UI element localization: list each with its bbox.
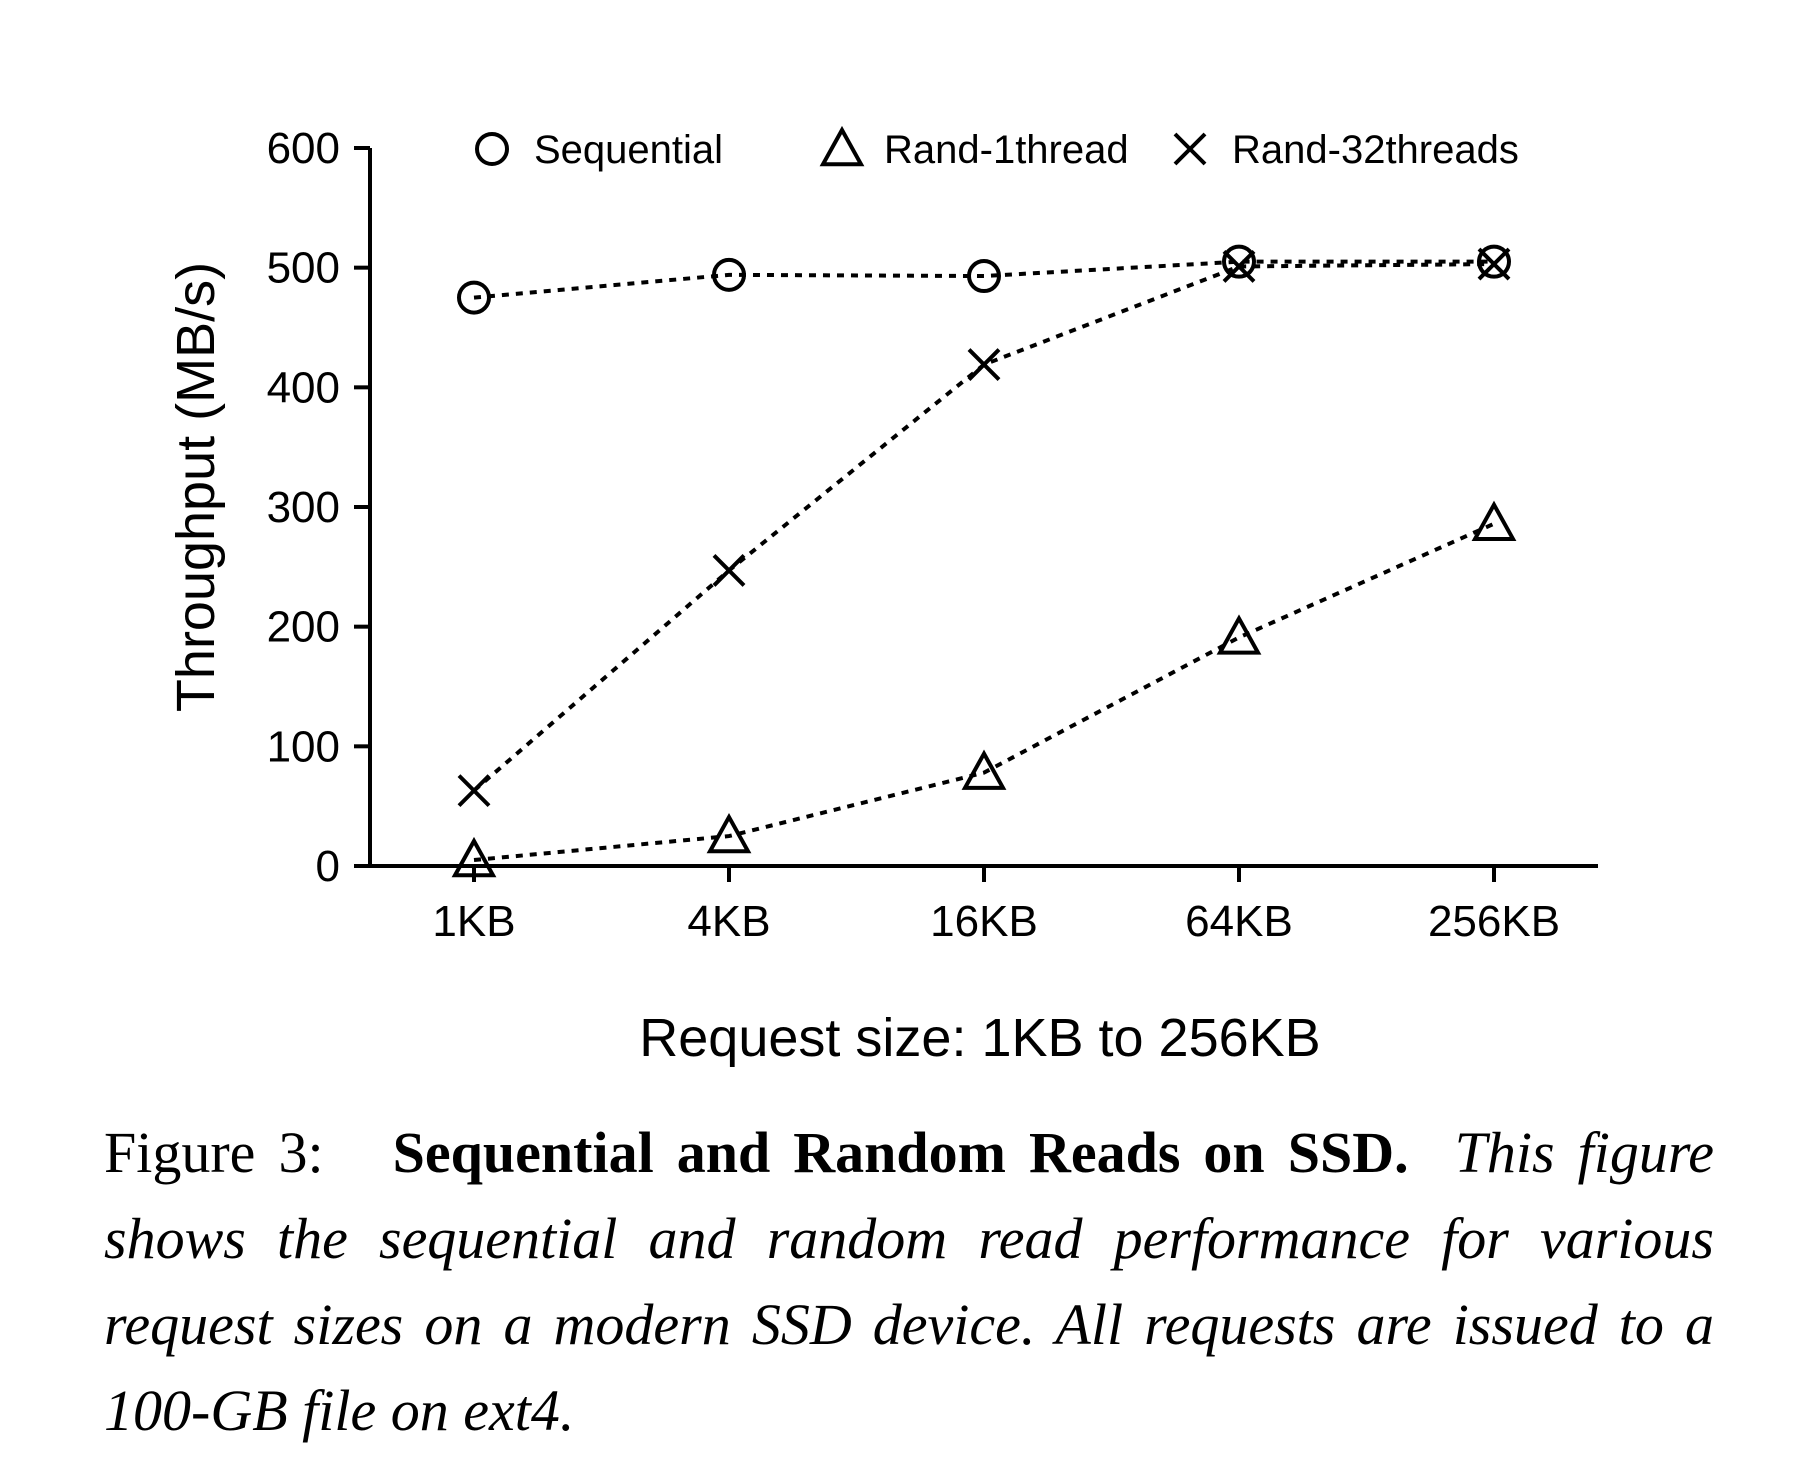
data-point-rand-32threads [457, 774, 491, 808]
y-tick-label: 200 [267, 603, 340, 652]
chart-legend: Sequential Rand-1thread Rand-32threads [475, 125, 1519, 172]
chart-axes: 0 100 200 300 400 500 600 1KB 4KB 16KB 64KB 256KB Re… [166, 124, 1598, 1068]
data-point-sequential [1222, 244, 1256, 279]
y-tick-label: 400 [267, 363, 340, 412]
x-tick-label: 4KB [687, 897, 770, 946]
y-axis-title: Throughput (MB/s) [166, 262, 226, 712]
x-tick-label: 16KB [930, 897, 1038, 946]
data-point-rand-1thread [1216, 614, 1262, 655]
caption-body: This figure shows the sequential and ran… [104, 1120, 1715, 1443]
data-point-sequential [712, 257, 746, 292]
data-point-sequential [967, 259, 1001, 294]
data-point-rand-32threads [1477, 247, 1511, 281]
caption-label: Figure 3: [104, 1120, 324, 1185]
x-tick-label: 64KB [1185, 897, 1293, 946]
legend-marker-rand-32threads [1173, 132, 1207, 166]
data-point-rand-32threads [1222, 250, 1256, 283]
figure-caption: Figure 3: Sequential and Random Reads on… [104, 1110, 1714, 1454]
chart: 0 100 200 300 400 500 600 1KB 4KB 16KB 64KB 256KB Re… [166, 124, 1598, 1068]
legend-label-sequential: Sequential [534, 128, 723, 172]
data-point-rand-32threads [712, 554, 746, 587]
series-line-sequential [473, 259, 1494, 300]
series-line-rand-1thread [473, 521, 1495, 863]
x-tick-label: 256KB [1428, 897, 1560, 946]
y-tick-label: 500 [267, 244, 340, 293]
data-point-rand-1thread [1471, 500, 1517, 541]
legend-marker-sequential [475, 132, 509, 166]
legend-label-rand-1thread: Rand-1thread [884, 128, 1129, 172]
legend-label-rand-32threads: Rand-32threads [1232, 128, 1519, 172]
y-tick-label: 300 [267, 483, 340, 532]
chart-series-layer [451, 244, 1517, 878]
caption-title: Sequential and Random Reads on SSD. [392, 1120, 1409, 1185]
legend-marker-rand-1thread [819, 125, 865, 167]
data-point-rand-1thread [706, 812, 752, 854]
data-point-rand-1thread [451, 836, 497, 878]
series-line-rand-32threads [472, 262, 1495, 793]
x-tick-label: 1KB [432, 897, 515, 946]
data-point-rand-32threads [967, 348, 1001, 382]
x-axis-title: Request size: 1KB to 256KB [639, 1008, 1320, 1068]
y-tick-label: 100 [267, 722, 340, 771]
y-tick-label: 600 [267, 124, 340, 173]
data-point-rand-1thread [961, 749, 1007, 790]
data-point-sequential [457, 280, 491, 315]
data-point-sequential [1477, 244, 1511, 279]
y-tick-label: 0 [316, 842, 340, 891]
